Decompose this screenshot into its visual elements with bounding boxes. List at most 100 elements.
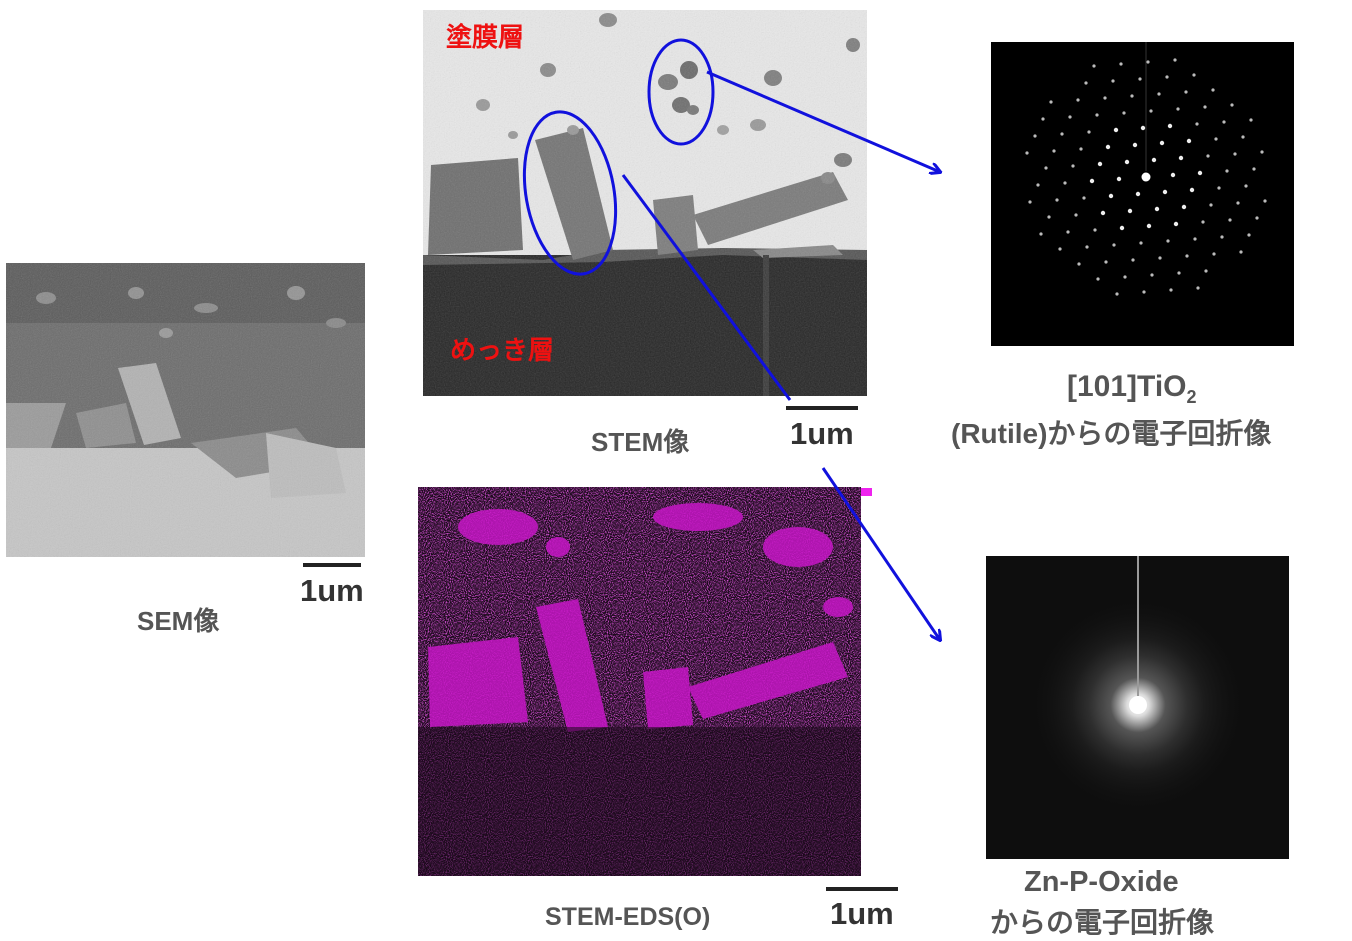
diffraction-spot [1089, 178, 1095, 184]
plating-layer-label: めっき層 [450, 335, 555, 365]
diffraction-spot [1112, 243, 1116, 247]
diffraction-spot [1104, 260, 1108, 264]
diffraction-spot [1263, 199, 1267, 203]
diffraction-spot [1195, 122, 1199, 126]
diffraction-spot [1055, 198, 1059, 202]
diffraction-spot [1220, 235, 1224, 239]
diffraction-spot [1103, 96, 1107, 100]
diffraction-spot [1119, 62, 1123, 66]
diffraction-spot [1039, 232, 1043, 236]
diffraction-spot [1157, 92, 1161, 96]
eds-scale-label: 1um [830, 896, 894, 931]
diffraction-spot [1119, 225, 1125, 231]
diffraction-spot [1025, 151, 1029, 155]
diffraction-spot [1044, 166, 1048, 170]
coating-layer-label: 塗膜層 [446, 22, 525, 52]
diffraction-spot [1158, 256, 1162, 260]
sem-scale-label: 1um [300, 573, 364, 608]
diffraction-spot [1116, 176, 1122, 182]
diffraction-spot [1058, 247, 1062, 251]
diffraction-spot [1186, 138, 1192, 144]
diffraction-spot [1097, 161, 1103, 167]
diffraction-spot [1140, 125, 1146, 131]
diffraction-spot [1169, 288, 1173, 292]
diffraction-spot [1066, 230, 1070, 234]
diffraction-spot [1178, 155, 1184, 161]
diffraction-spot [1181, 204, 1187, 210]
diffraction-spot [1036, 183, 1040, 187]
oxide-diffraction-pattern [986, 556, 1289, 859]
diffraction-spot [1150, 273, 1154, 277]
tio2-diffraction-pattern [991, 42, 1294, 346]
tio2-caption-subscript: 2 [1186, 387, 1197, 407]
diffraction-spot [1113, 127, 1119, 133]
diffraction-spot [1028, 200, 1032, 204]
diffraction-spot [1167, 123, 1173, 129]
arrow-to-oxide-lower [821, 467, 940, 640]
diffraction-spot [1211, 88, 1215, 92]
diffraction-spot [1149, 109, 1153, 113]
diffraction-spot [1184, 90, 1188, 94]
tio2-caption-main: [101]TiO [1067, 370, 1187, 403]
diffraction-spot [1052, 149, 1056, 153]
rutile-particles-ellipse [647, 38, 715, 146]
diffraction-spot [1139, 241, 1143, 245]
diffraction-spot [1239, 250, 1243, 254]
diffraction-spot [1165, 75, 1169, 79]
sem-image [6, 263, 365, 557]
central-beam-spot [1141, 172, 1151, 182]
diffraction-spot [1100, 210, 1106, 216]
diffraction-spot [1123, 275, 1127, 279]
diffraction-spot [1082, 196, 1086, 200]
diffraction-spot [1255, 216, 1259, 220]
diffraction-spot [1209, 203, 1213, 207]
diffraction-spot [1212, 252, 1216, 256]
diffraction-spot [1092, 64, 1096, 68]
diffraction-spot [1071, 164, 1075, 168]
diffraction-spot [1138, 77, 1142, 81]
diffraction-spot [1074, 213, 1078, 217]
diffraction-spot [1196, 286, 1200, 290]
diffraction-spot [1154, 206, 1160, 212]
diffraction-spot [1111, 79, 1115, 83]
diffraction-spot [1087, 130, 1091, 134]
diffraction-spot [1173, 58, 1177, 62]
diffraction-spot [1214, 137, 1218, 141]
diffraction-spot [1068, 115, 1072, 119]
diffraction-spot [1206, 154, 1210, 158]
diffraction-spot [1173, 221, 1179, 227]
stem-scale-label: 1um [790, 416, 854, 451]
diffraction-spot [1146, 223, 1152, 229]
diffraction-spot [1095, 113, 1099, 117]
diffraction-spot [1142, 290, 1146, 294]
eds-caption: STEM-EDS(O) [545, 903, 711, 931]
stem-caption: STEM像 [591, 427, 690, 457]
diffraction-spot [1063, 181, 1067, 185]
stem-scale-bar [786, 406, 858, 410]
diffraction-spot [1084, 81, 1088, 85]
oxide-crystal-ellipse [522, 110, 618, 276]
diffraction-spot [1162, 189, 1168, 195]
diffraction-spot [1049, 100, 1053, 104]
diffraction-spot [1189, 187, 1195, 193]
diffraction-spot [1131, 258, 1135, 262]
diffraction-spot [1108, 193, 1114, 199]
diffraction-spot [1260, 150, 1264, 154]
arrow-to-tio2 [706, 70, 940, 172]
diffraction-spot [1203, 105, 1207, 109]
sem-scale-bar [303, 563, 361, 567]
tio2-caption-line1: [101]TiO2 [1067, 370, 1197, 408]
diffraction-spot [1236, 201, 1240, 205]
stem-image [423, 10, 867, 396]
diffraction-spot [1077, 262, 1081, 266]
diffraction-spot [1130, 94, 1134, 98]
diffraction-spot [1151, 157, 1157, 163]
diffraction-spot [1233, 152, 1237, 156]
diffraction-spot [1115, 292, 1119, 296]
diffraction-spot [1085, 245, 1089, 249]
diffraction-spot [1135, 191, 1141, 197]
diffraction-spot [1244, 184, 1248, 188]
diffraction-spot [1122, 111, 1126, 115]
diffraction-spot [1076, 98, 1080, 102]
